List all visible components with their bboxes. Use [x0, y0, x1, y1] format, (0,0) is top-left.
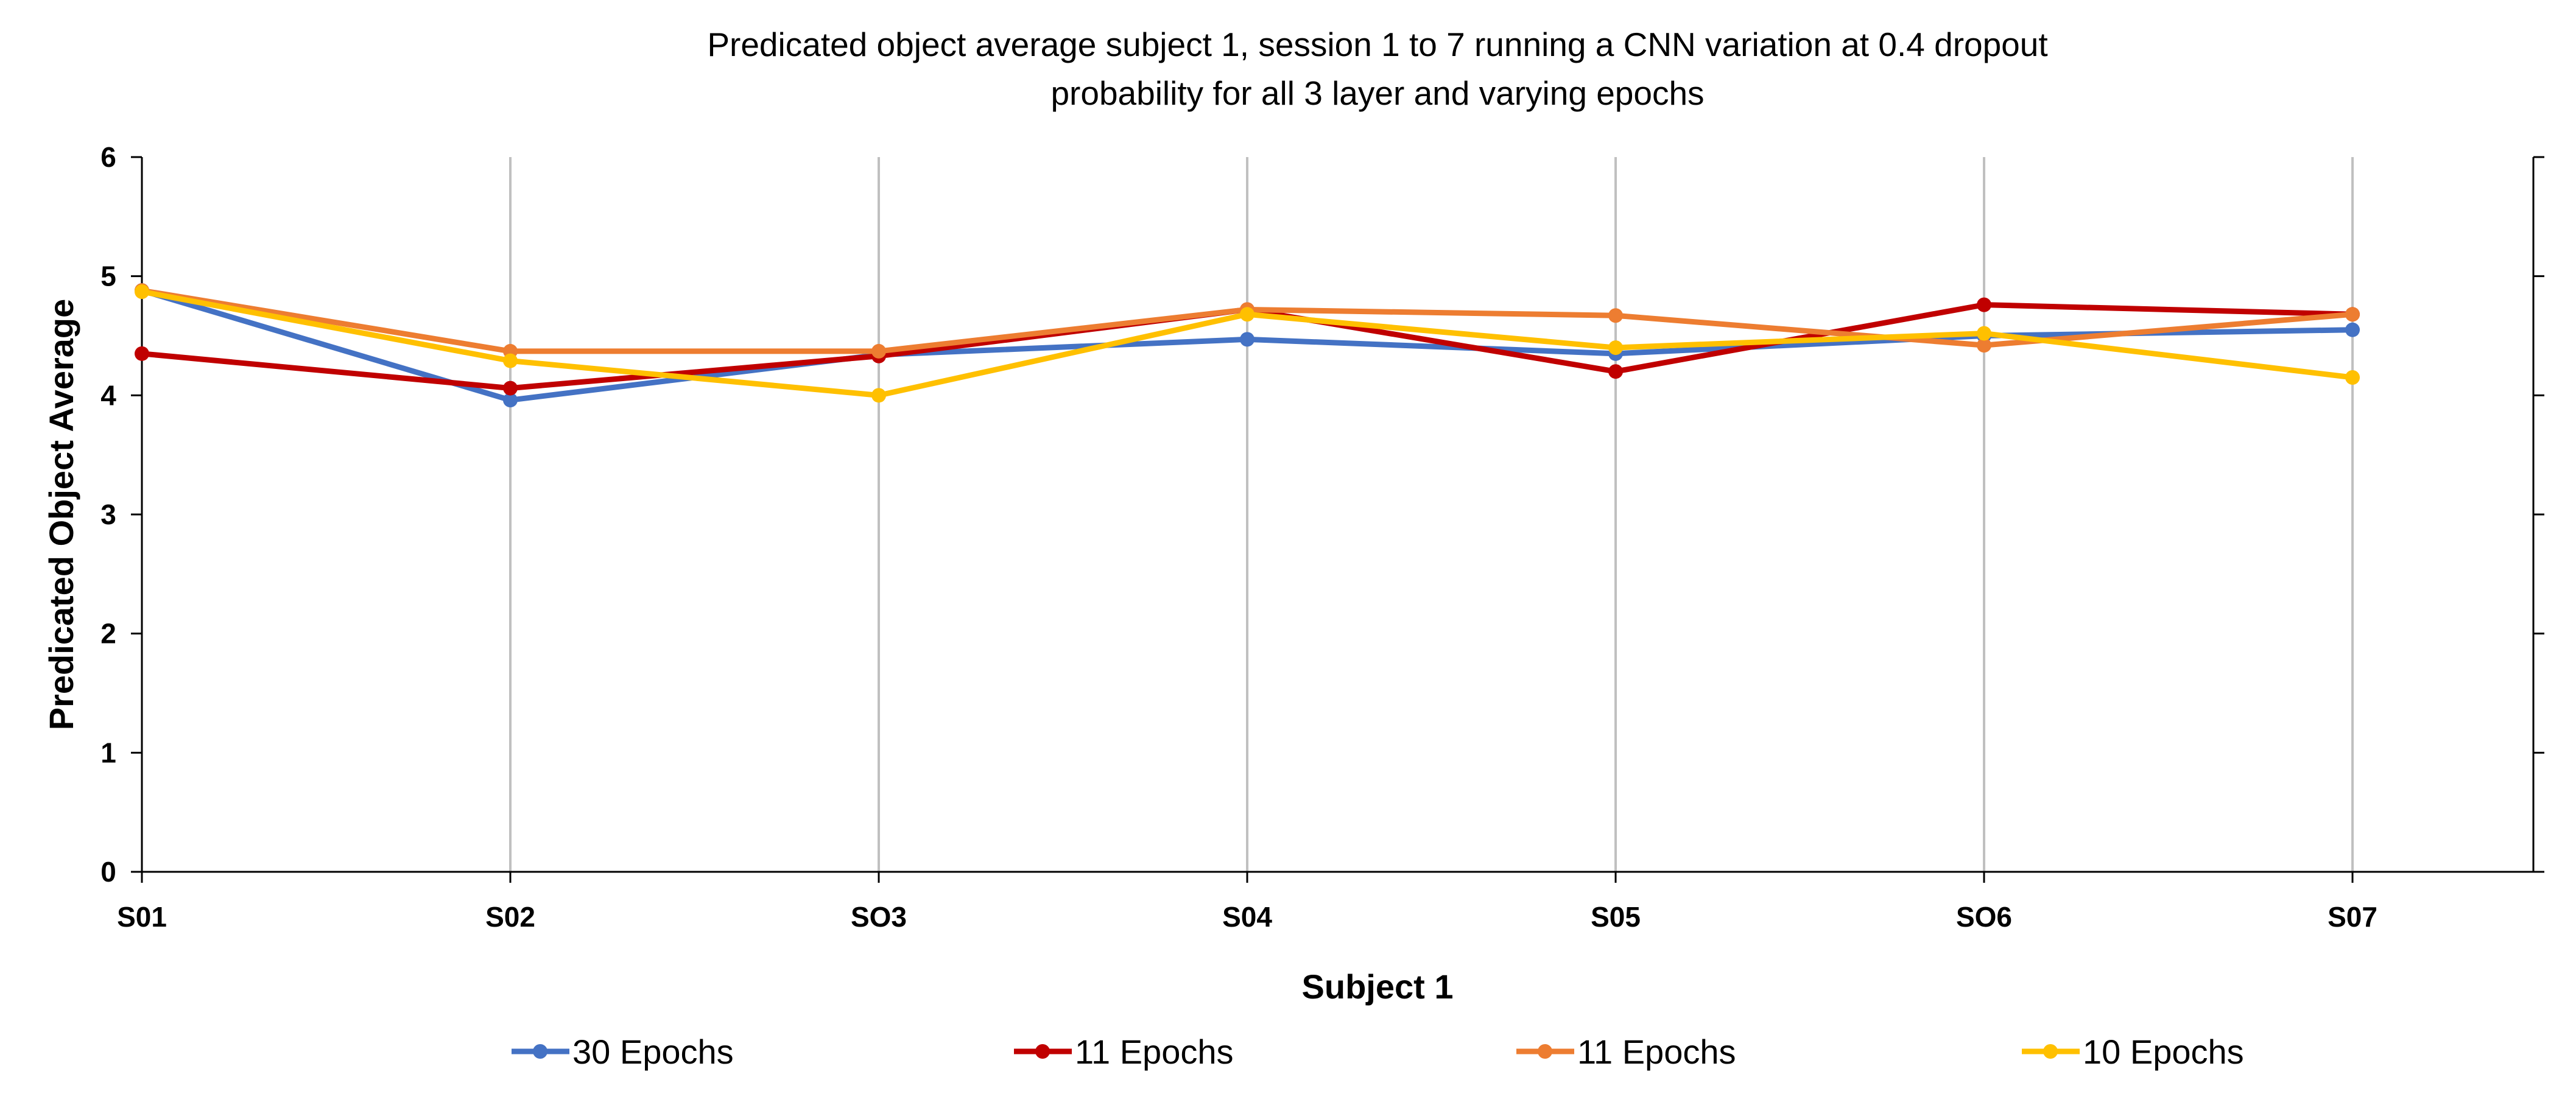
data-point [1608, 308, 1623, 323]
data-point [135, 284, 149, 300]
y-axis-ticks: 0 1 2 3 4 5 6 [100, 141, 2544, 888]
data-point [2345, 322, 2360, 337]
x-tick-label: SO3 [851, 901, 907, 933]
legend-swatch-marker [1035, 1044, 1050, 1059]
chart-title-line-2: probability for all 3 layer and varying … [1050, 74, 1704, 112]
y-tick-label: 6 [100, 141, 116, 173]
data-point [2345, 370, 2360, 385]
x-axis-label: Subject 1 [1302, 967, 1454, 1006]
y-tick-label: 0 [100, 856, 116, 888]
x-tick-label: S02 [485, 901, 535, 933]
legend-item-4: 10 Epochs [2022, 1033, 2244, 1071]
x-tick-label: S05 [1591, 901, 1641, 933]
data-series [135, 283, 2360, 408]
data-point [1608, 364, 1623, 379]
data-point [1240, 332, 1255, 347]
legend-label: 11 Epochs [1075, 1033, 1233, 1071]
chart-title: Predicated object average subject 1, ses… [707, 26, 2047, 112]
legend-swatch-marker [2043, 1044, 2058, 1059]
y-tick-label: 4 [100, 379, 116, 411]
series-4 [135, 284, 2360, 403]
x-tick-label: S07 [2328, 901, 2377, 933]
legend-item-1: 30 Epochs [512, 1033, 734, 1071]
data-point [135, 346, 149, 361]
y-tick-label: 2 [100, 618, 116, 650]
legend-label: 30 Epochs [572, 1033, 734, 1071]
data-point [871, 343, 886, 359]
x-tick-label: S04 [1222, 901, 1272, 933]
x-tick-label: SO6 [1956, 901, 2012, 933]
legend-label: 10 Epochs [2083, 1033, 2244, 1071]
x-axis-ticks: S01 S02 SO3 S04 S05 SO6 S07 [117, 872, 2377, 933]
y-tick-label: 3 [100, 499, 116, 530]
data-point [1977, 297, 1991, 312]
data-point [1977, 338, 1991, 353]
chart-axes [141, 157, 2535, 873]
data-point [503, 393, 518, 408]
chart-title-line-1: Predicated object average subject 1, ses… [707, 26, 2047, 63]
legend-swatch-marker [1538, 1044, 1552, 1059]
y-tick-label: 1 [100, 737, 116, 768]
legend-label: 11 Epochs [1577, 1033, 1736, 1071]
x-tick-label: S01 [117, 901, 167, 933]
data-point [871, 388, 886, 403]
data-point [1608, 340, 1623, 356]
data-point [503, 381, 518, 396]
chart-legend: 30 Epochs 11 Epochs 11 Epochs 10 Epochs [512, 1033, 2244, 1071]
legend-swatch-marker [533, 1044, 547, 1059]
data-point [1240, 307, 1255, 322]
data-point [1977, 326, 1991, 341]
data-point [2345, 307, 2360, 322]
vertical-gridlines [509, 157, 2354, 872]
data-point [503, 353, 518, 368]
legend-item-3: 11 Epochs [1516, 1033, 1736, 1071]
y-tick-label: 5 [100, 261, 116, 292]
legend-item-2: 11 Epochs [1014, 1033, 1233, 1071]
y-axis-label: Predicated Object Average [42, 299, 80, 731]
